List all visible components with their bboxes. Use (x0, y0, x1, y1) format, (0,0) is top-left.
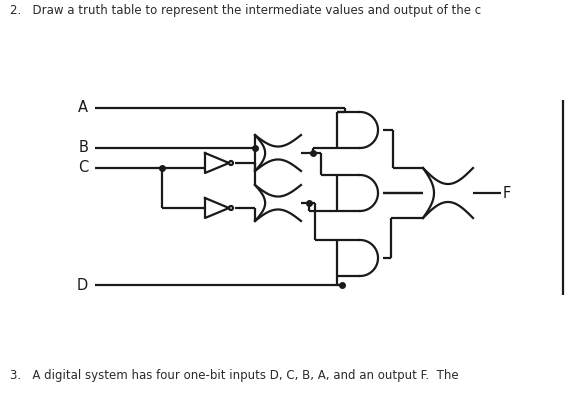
Text: 3.   A digital system has four one-bit inputs D, C, B, A, and an output F.  The: 3. A digital system has four one-bit inp… (10, 369, 458, 382)
Text: A: A (78, 100, 88, 116)
Text: B: B (78, 140, 88, 156)
Text: F: F (503, 186, 511, 200)
Text: 2.   Draw a truth table to represent the intermediate values and output of the c: 2. Draw a truth table to represent the i… (10, 4, 481, 17)
Text: D: D (77, 278, 88, 292)
Text: C: C (78, 160, 88, 176)
